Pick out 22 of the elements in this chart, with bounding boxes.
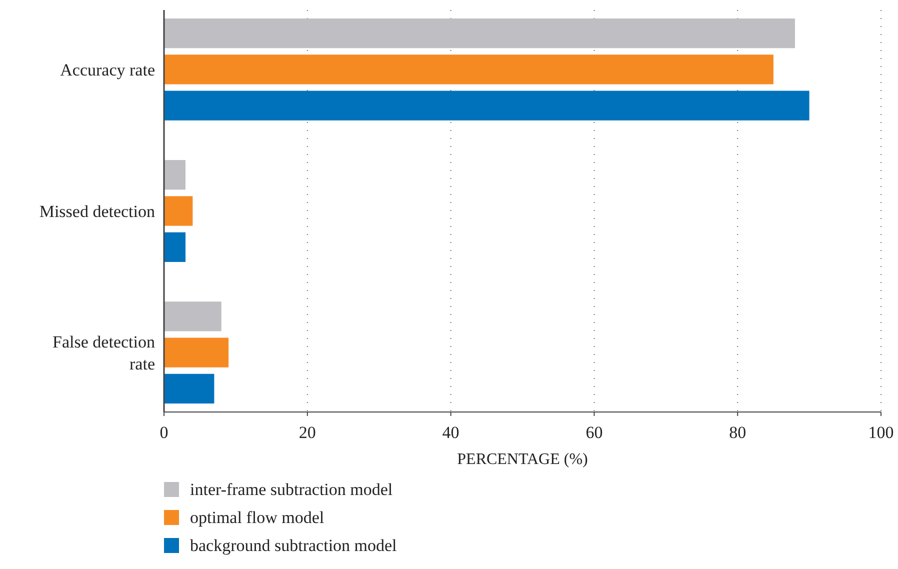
x-tick-label: 60 <box>586 423 603 442</box>
x-tick-label: 40 <box>442 423 460 442</box>
bar <box>164 90 810 120</box>
x-tick-label: 100 <box>868 423 894 442</box>
bar <box>164 232 186 262</box>
bar <box>164 338 229 368</box>
x-tick-label: 80 <box>729 423 746 442</box>
y-tick-label: Accuracy rate <box>60 60 155 80</box>
legend-label: optimal flow model <box>190 508 324 527</box>
legend-label: background subtraction model <box>190 536 398 555</box>
bar <box>164 302 222 332</box>
x-axis-title: PERCENTAGE (%) <box>457 451 588 468</box>
bar <box>164 374 214 404</box>
bar <box>164 18 795 48</box>
y-tick-label: False detection rate <box>52 332 156 374</box>
bar <box>164 160 186 190</box>
legend-label: inter-frame subtraction model <box>190 480 393 499</box>
x-tick-label: 0 <box>160 423 168 442</box>
x-tick-label: 20 <box>298 423 316 442</box>
bar <box>164 196 193 226</box>
bar <box>164 54 774 84</box>
y-tick-label: Missed detection <box>39 202 156 221</box>
